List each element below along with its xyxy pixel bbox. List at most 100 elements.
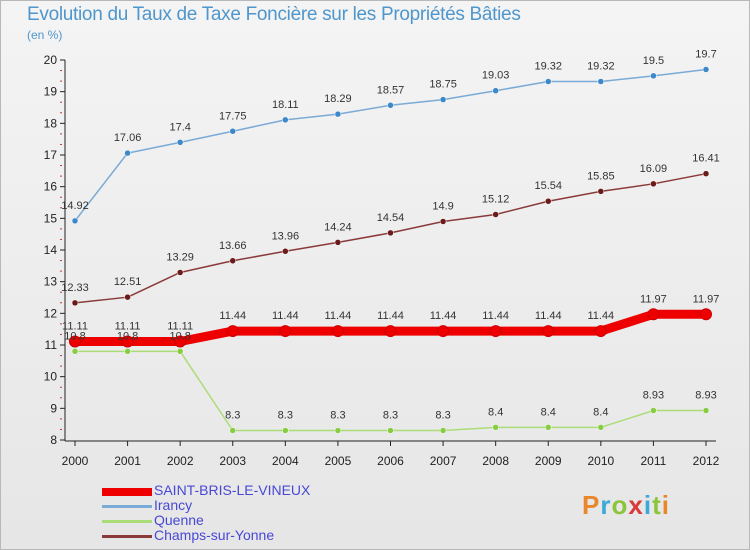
series-point-2 [282,427,289,434]
series-line-3 [74,172,707,304]
data-label-3: 12.33 [61,282,89,294]
series-point-1 [71,217,79,225]
series-point-3 [229,257,236,265]
data-label-3: 13.66 [219,240,247,252]
series-point-0 [437,325,450,338]
y-tick-label: 10 [44,370,58,384]
series-point-3 [387,229,394,237]
legend-item-irancy: Irancy [102,497,362,514]
series-point-3 [176,269,184,276]
series-point-2 [650,407,657,414]
series-point-2 [334,427,342,434]
data-label-1: 19.5 [643,55,664,67]
data-label-2: 8.4 [541,406,556,418]
series-point-0 [69,335,81,348]
legend-item-champs: Champs-sur-Yonne [102,527,362,544]
data-label-3: 14.9 [432,201,453,213]
data-label-0: 11.44 [219,310,246,322]
y-tick-label: 12 [44,306,58,320]
series-point-0 [331,325,344,338]
series-point-1 [124,149,131,157]
series-point-1 [650,72,657,80]
series-point-3 [492,211,499,218]
chart-title: Evolution du Taux de Taxe Foncière sur l… [27,4,521,25]
series-point-3 [71,299,79,307]
data-label-2: 8.4 [593,406,608,418]
y-tick-label: 18 [44,116,58,130]
y-tick-label: 9 [50,401,57,415]
series-point-0 [542,325,555,338]
series-point-2 [439,427,447,434]
data-label-3: 14.24 [324,221,352,233]
series-point-3 [439,218,447,225]
data-label-2: 8.93 [643,390,664,402]
y-tick-label: 19 [44,85,58,99]
data-label-2: 8.3 [435,410,450,422]
data-label-0: 11.11 [115,321,141,333]
series-point-2 [229,427,236,434]
x-tick-label: 2012 [693,454,720,468]
series-point-3 [282,248,289,255]
data-label-1: 19.7 [695,49,716,61]
legend-label-irancy: Irancy [154,497,193,513]
series-point-0 [384,325,397,338]
y-tick-label: 15 [44,211,58,225]
x-tick-label: 2005 [325,454,352,468]
data-label-3: 12.51 [114,276,142,288]
series-point-3 [597,188,605,195]
logo-letter: P [582,490,601,520]
series-point-2 [597,424,605,431]
series-point-1 [597,78,605,85]
y-tick-label: 20 [44,53,58,67]
legend-swatch-quenne [102,520,152,523]
legend-label-saint-bris: SAINT-BRIS-LE-VINEUX [154,482,311,498]
x-tick-label: 2001 [114,454,141,468]
legend-label-quenne: Quenne [154,512,204,528]
series-point-3 [702,170,710,177]
data-label-1: 18.75 [429,79,457,91]
data-label-2: 8.3 [383,410,398,422]
series-point-1 [492,87,499,94]
data-label-1: 17.06 [114,132,142,144]
logo-letter: t [652,490,662,520]
x-tick-label: 2003 [219,454,246,468]
data-label-2: 10.8 [117,330,138,342]
data-label-3: 13.29 [166,251,194,263]
series-point-0 [279,325,292,338]
data-label-3: 16.41 [692,153,720,165]
data-label-3: 15.54 [534,180,562,192]
data-label-2: 8.3 [225,410,240,422]
series-point-3 [334,239,342,246]
series-point-0 [174,335,187,348]
data-label-1: 19.03 [482,70,510,82]
legend-item-saint-bris: SAINT-BRIS-LE-VINEUX [102,482,362,499]
x-tick-label: 2000 [62,454,89,468]
series-point-1 [229,128,236,135]
data-label-0: 11.44 [482,310,509,322]
logo-letter: i [661,490,670,520]
x-tick-label: 2006 [377,454,404,468]
series-point-2 [702,407,710,414]
series-point-1 [282,116,289,124]
series-point-1 [439,96,447,103]
legend: SAINT-BRIS-LE-VINEUX Irancy Quenne Champ… [102,482,362,544]
y-tick-label: 8 [50,433,57,447]
series-point-0 [489,325,502,338]
x-tick-label: 2002 [167,454,194,468]
data-label-0: 11.11 [167,321,193,333]
series-point-0 [594,325,607,338]
data-label-2: 8.3 [278,410,293,422]
series-point-0 [121,335,134,348]
y-tick-label: 13 [44,275,58,289]
series-point-2 [492,424,499,431]
data-label-0: 11.11 [62,321,88,333]
series-point-3 [124,293,131,301]
x-tick-label: 2010 [587,454,614,468]
series-point-2 [71,348,79,355]
series-point-2 [545,424,552,431]
x-tick-label: 2004 [272,454,299,468]
proxiti-logo: Proxiti [582,490,670,521]
series-point-3 [545,197,552,205]
